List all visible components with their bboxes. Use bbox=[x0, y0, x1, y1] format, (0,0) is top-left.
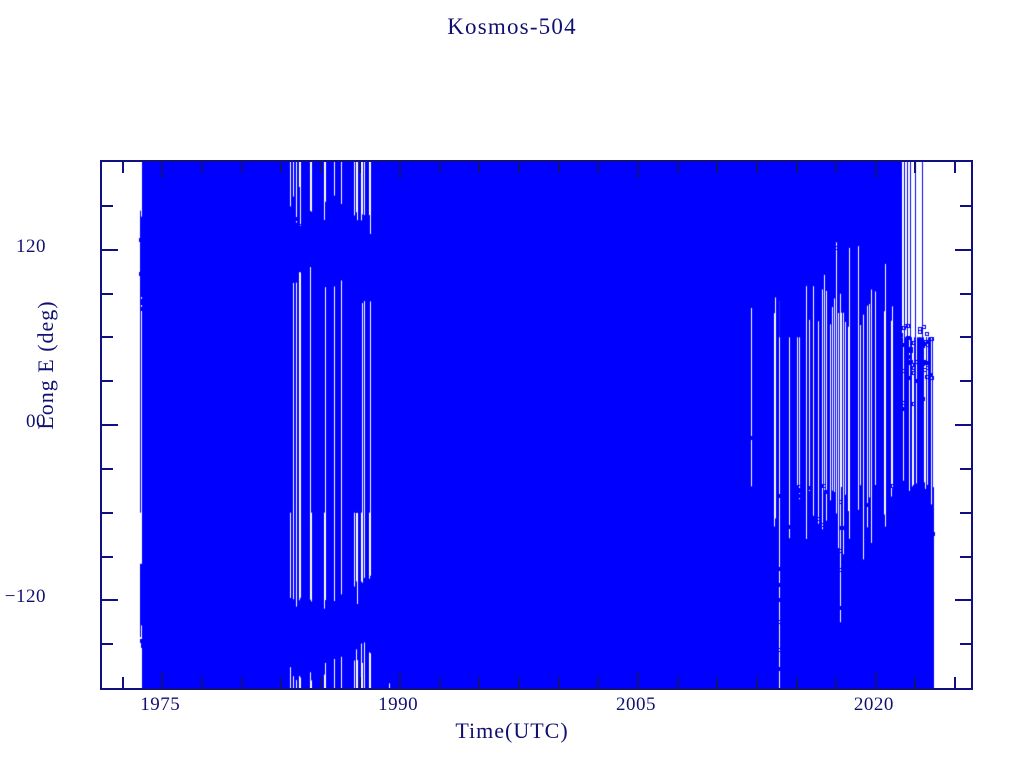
x-tick-minor bbox=[319, 162, 322, 173]
x-tick-label: 1990 bbox=[378, 694, 419, 715]
y-tick-minor bbox=[960, 643, 971, 646]
y-axis-title: Long E (deg) bbox=[33, 300, 58, 430]
x-tick-minor bbox=[597, 677, 600, 688]
y-tick-minor bbox=[960, 555, 971, 558]
longitude-history-plot bbox=[102, 162, 971, 688]
x-tick-minor bbox=[478, 162, 481, 173]
y-tick-minor bbox=[960, 336, 971, 339]
y-tick-label: 120 bbox=[16, 235, 46, 257]
x-tick-major bbox=[399, 162, 402, 178]
x-tick-minor bbox=[200, 677, 203, 688]
x-tick-minor bbox=[359, 162, 362, 173]
y-tick-minor bbox=[102, 511, 113, 514]
y-tick-minor bbox=[960, 292, 971, 295]
y-tick-major bbox=[102, 248, 118, 251]
y-tick-minor bbox=[102, 292, 113, 295]
x-tick-minor bbox=[835, 677, 838, 688]
y-tick-label: −120 bbox=[4, 586, 46, 608]
x-tick-major bbox=[874, 162, 877, 178]
x-tick-major bbox=[161, 672, 164, 688]
plot-frame bbox=[100, 160, 973, 690]
x-tick-minor bbox=[795, 677, 798, 688]
x-tick-minor bbox=[557, 677, 560, 688]
x-tick-minor bbox=[121, 162, 124, 173]
x-tick-minor bbox=[954, 677, 957, 688]
x-tick-minor bbox=[557, 162, 560, 173]
y-tick-major bbox=[955, 248, 971, 251]
x-tick-minor bbox=[755, 162, 758, 173]
y-tick-major bbox=[955, 424, 971, 426]
x-tick-minor bbox=[121, 677, 124, 688]
x-tick-minor bbox=[716, 162, 719, 173]
y-tick-label: 00 bbox=[26, 411, 46, 432]
y-tick-major bbox=[102, 424, 118, 426]
y-tick-minor bbox=[102, 336, 113, 339]
x-tick-minor bbox=[518, 677, 521, 688]
y-tick-minor bbox=[102, 467, 113, 470]
y-tick-minor bbox=[102, 204, 113, 207]
x-tick-label: 1975 bbox=[140, 694, 181, 715]
x-tick-major bbox=[636, 672, 639, 688]
x-tick-minor bbox=[359, 677, 362, 688]
x-tick-minor bbox=[240, 677, 243, 688]
x-tick-minor bbox=[914, 162, 917, 173]
x-tick-minor bbox=[795, 162, 798, 173]
x-tick-major bbox=[874, 672, 877, 688]
x-tick-minor bbox=[478, 677, 481, 688]
x-tick-major bbox=[399, 672, 402, 688]
y-tick-minor bbox=[102, 643, 113, 646]
x-tick-minor bbox=[518, 162, 521, 173]
x-tick-minor bbox=[676, 162, 679, 173]
x-tick-minor bbox=[954, 162, 957, 173]
x-tick-minor bbox=[835, 162, 838, 173]
x-tick-minor bbox=[914, 677, 917, 688]
x-axis-title: Time(UTC) bbox=[455, 718, 569, 743]
x-tick-major bbox=[161, 162, 164, 178]
x-tick-minor bbox=[438, 162, 441, 173]
x-tick-label: 2020 bbox=[853, 694, 894, 715]
x-tick-minor bbox=[280, 677, 283, 688]
y-tick-minor bbox=[102, 555, 113, 558]
x-tick-minor bbox=[716, 677, 719, 688]
x-tick-label: 2005 bbox=[615, 694, 656, 715]
y-tick-minor bbox=[960, 204, 971, 207]
x-tick-major bbox=[636, 162, 639, 178]
y-tick-major bbox=[955, 599, 971, 602]
y-tick-major bbox=[102, 599, 118, 602]
x-tick-minor bbox=[200, 162, 203, 173]
chart-title: Kosmos-504 bbox=[447, 14, 577, 39]
y-tick-minor bbox=[960, 467, 971, 470]
x-tick-minor bbox=[240, 162, 243, 173]
y-tick-minor bbox=[102, 380, 113, 383]
x-tick-minor bbox=[676, 677, 679, 688]
x-tick-minor bbox=[438, 677, 441, 688]
x-tick-minor bbox=[280, 162, 283, 173]
x-tick-minor bbox=[755, 677, 758, 688]
y-tick-minor bbox=[960, 511, 971, 514]
x-tick-minor bbox=[319, 677, 322, 688]
x-tick-minor bbox=[597, 162, 600, 173]
y-tick-minor bbox=[960, 380, 971, 383]
